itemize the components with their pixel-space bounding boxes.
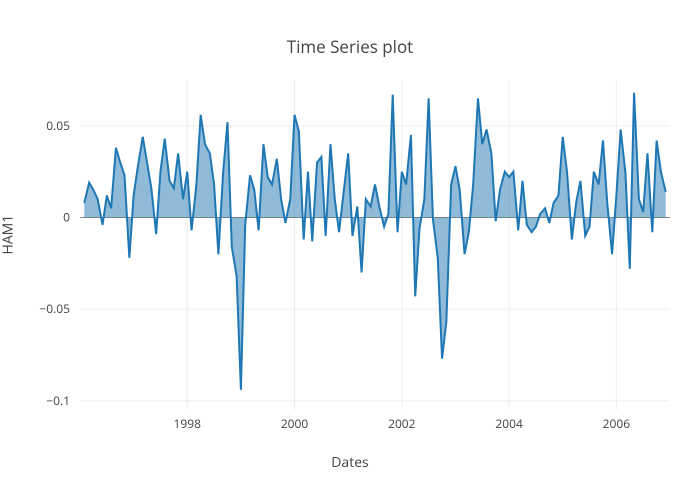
y-tick-label: 0.05	[46, 117, 70, 134]
series-line	[84, 93, 665, 390]
y-tick-label: −0.05	[39, 300, 70, 317]
x-tick-label: 2004	[495, 415, 523, 432]
y-tick-label: 0	[63, 209, 70, 226]
x-tick-label: 1998	[174, 415, 202, 432]
plot-area: 1998 2000 2002 2004 2006 −0.1 −0.05 0 0.05	[0, 0, 700, 500]
x-tick-label: 2006	[603, 415, 631, 432]
series-area	[84, 93, 665, 390]
x-tick-label: 2002	[388, 415, 416, 432]
chart-container: Time Series plot HAM1 Dates 199820002002…	[0, 0, 700, 500]
chart-title: Time Series plot	[0, 35, 700, 58]
x-tick-label: 2000	[281, 415, 309, 432]
y-tick-label: −0.1	[46, 392, 70, 409]
x-axis-label: Dates	[0, 453, 700, 472]
